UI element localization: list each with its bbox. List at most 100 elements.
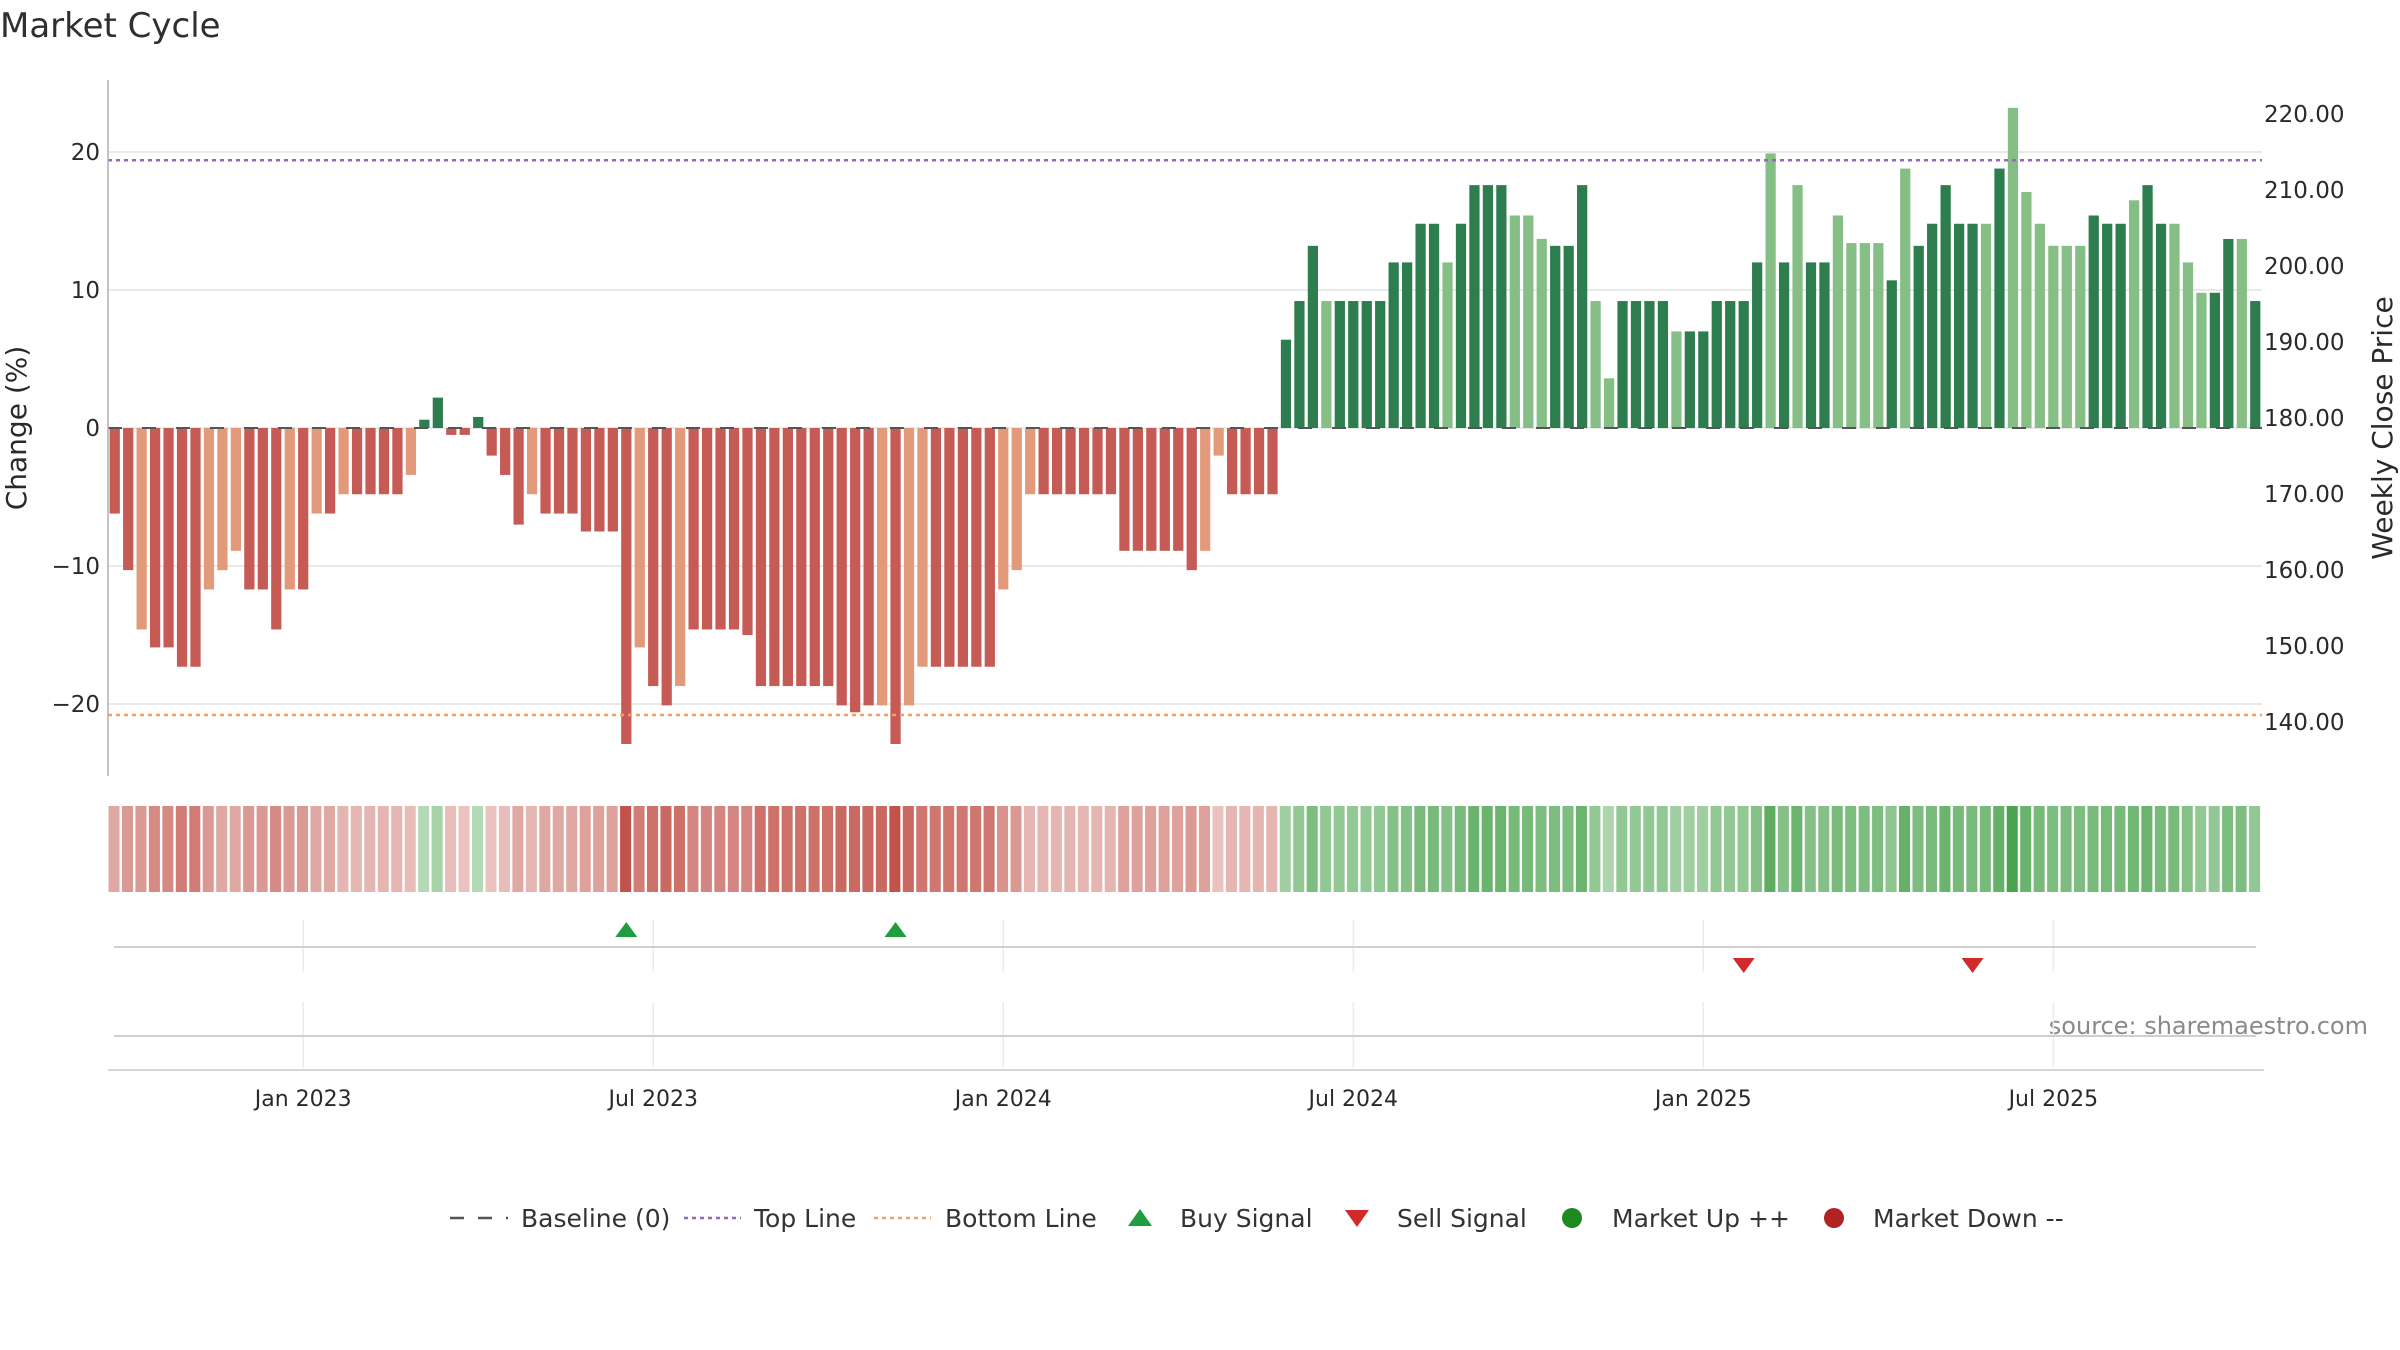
bar	[809, 428, 820, 687]
bar	[271, 428, 282, 630]
heat-strip-cell	[135, 806, 147, 892]
heat-strip-cell	[700, 806, 712, 892]
sell-signal-marker	[1961, 958, 1984, 973]
bar	[338, 428, 349, 495]
heat-strip-cell	[323, 806, 335, 892]
bar	[230, 428, 242, 551]
bar	[1025, 428, 1036, 495]
heat-strip-cell	[1414, 806, 1426, 892]
legend-label-market-down: Market Down --	[1873, 1204, 2064, 1233]
heat-strip-cell	[1575, 806, 1587, 892]
heat-strip-cell	[1077, 806, 1089, 892]
heat-strip-cell	[943, 806, 955, 892]
heat-strip-cell	[929, 806, 941, 892]
bar	[2048, 245, 2059, 428]
heat-strip-cell	[620, 806, 632, 892]
bar	[957, 428, 968, 667]
bar	[1536, 238, 1547, 428]
heat-strip-cell	[1616, 806, 1628, 892]
heat-strip-cell	[2222, 806, 2234, 892]
heat-strip-cell	[377, 806, 389, 892]
bar	[486, 428, 497, 456]
heat-strip-cell	[2127, 806, 2139, 892]
heat-strip-cell	[162, 806, 174, 892]
heat-strip-cell	[1777, 806, 1789, 892]
bar	[325, 428, 336, 514]
heat-strip-cell	[1360, 806, 1372, 892]
bar	[1469, 185, 1480, 428]
heat-strip-cell	[1252, 806, 1264, 892]
heat-strip-cell	[1683, 806, 1695, 892]
heat-strip-cell	[1885, 806, 1897, 892]
heat-strip-cell	[1050, 806, 1062, 892]
bar	[109, 428, 120, 514]
heat-strip-cell	[1427, 806, 1439, 892]
bar	[1280, 339, 1292, 428]
bar	[1711, 301, 1722, 428]
bar	[1186, 428, 1197, 571]
bar	[257, 428, 268, 590]
bar	[459, 428, 470, 435]
heat-strip-cell	[1804, 806, 1816, 892]
heat-strip-cell	[1737, 806, 1749, 892]
x-tick-label: Jul 2024	[1307, 1087, 1399, 1112]
bar	[675, 428, 686, 687]
bar	[1428, 223, 1440, 428]
bar	[1065, 428, 1076, 495]
bar	[1011, 428, 1022, 571]
x-tick-label: Jan 2023	[253, 1087, 352, 1112]
bar	[365, 428, 376, 495]
heat-strip-cell	[1966, 806, 1978, 892]
heat-strip-cell	[310, 806, 322, 892]
bar	[1038, 428, 1049, 495]
heat-strip-cell	[1037, 806, 1049, 892]
bar	[1590, 301, 1601, 428]
heat-strip-cell	[1710, 806, 1722, 892]
y-right-tick-label: 210.00	[2264, 178, 2344, 204]
bar	[1698, 331, 1709, 428]
bar	[392, 428, 403, 495]
heat-strip-cell	[673, 806, 685, 892]
bar	[351, 428, 363, 495]
heat-strip-cell	[1993, 806, 2005, 892]
heat-strip-cell	[1589, 806, 1601, 892]
heat-strip-cell	[1306, 806, 1318, 892]
bar	[2102, 223, 2113, 428]
heat-strip-cell	[956, 806, 968, 892]
bar	[1940, 185, 1951, 428]
heat-strip-cell	[875, 806, 887, 892]
sell-signal-marker	[1732, 958, 1755, 973]
heat-strip-cell	[2195, 806, 2207, 892]
legend-label-top-line: Top Line	[753, 1204, 856, 1233]
heat-strip-cell	[1952, 806, 1964, 892]
heat-strip-cell	[2141, 806, 2153, 892]
heat-strip-cell	[902, 806, 914, 892]
heat-strip-cell	[2181, 806, 2193, 892]
bar	[217, 428, 228, 571]
y-right-tick-label: 140.00	[2264, 710, 2344, 736]
bar	[1213, 428, 1224, 456]
y-right-tick-label: 150.00	[2264, 634, 2344, 660]
heat-strip-cell	[1279, 806, 1291, 892]
heat-strip-cell	[889, 806, 901, 892]
heat-strip-cell	[997, 806, 1009, 892]
heat-strip-cell	[1400, 806, 1412, 892]
bar	[432, 397, 443, 428]
bar	[1657, 301, 1669, 428]
bar	[1577, 185, 1588, 428]
bar	[661, 428, 672, 706]
heat-strip-cell	[498, 806, 510, 892]
heat-strip-cell	[525, 806, 537, 892]
heat-strip-layer	[108, 806, 2261, 892]
bar	[1105, 428, 1117, 495]
heat-strip-cell	[1023, 806, 1035, 892]
heat-strip-cell	[2208, 806, 2220, 892]
bar	[1832, 215, 1844, 428]
bar	[1334, 301, 1345, 428]
bar	[176, 428, 188, 667]
bar	[1752, 262, 1763, 428]
bar	[1994, 168, 2005, 428]
heat-strip-cell	[741, 806, 753, 892]
heat-strip-cell	[256, 806, 268, 892]
heat-strip-cell	[1939, 806, 1951, 892]
